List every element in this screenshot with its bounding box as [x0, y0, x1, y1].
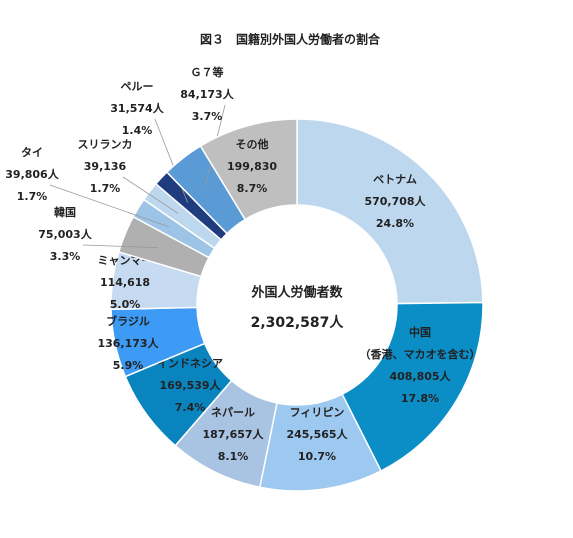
value-label: 75,003人 [38, 227, 92, 241]
share-label: 5.9% [113, 359, 144, 372]
value-label: 136,173人 [97, 336, 159, 350]
center-total: 2,302,587人 [251, 314, 345, 331]
slice [341, 301, 484, 472]
leader-line [122, 176, 179, 214]
label-line: 韓国 [54, 205, 76, 219]
share-label: 1.7% [17, 190, 48, 203]
value-label: 570,708人 [364, 194, 426, 208]
share-label: 24.8% [376, 217, 414, 230]
value-label: 187,657人 [202, 427, 264, 441]
value-label: 39,806人 [5, 167, 59, 181]
share-label: 7.4% [175, 401, 206, 414]
label-line: インドネシア [157, 357, 223, 370]
label-line: （香港、マカオを含む） [360, 347, 481, 361]
value-label: 199,830 [227, 160, 277, 173]
share-label: 1.4% [122, 124, 153, 137]
share-label: 17.8% [401, 392, 439, 405]
value-label: 39,136 [84, 160, 127, 173]
leader-line [82, 244, 159, 249]
category-label: ネパール [211, 406, 255, 419]
label-line: ブラジル [106, 314, 150, 328]
share-label: 3.3% [50, 250, 81, 263]
category-label: 韓国 [54, 205, 76, 219]
slice [199, 118, 298, 221]
category-label: フィリピン [290, 406, 345, 419]
share-label: 1.7% [90, 182, 121, 195]
value-label: 169,539人 [159, 378, 221, 392]
category-label: ブラジル [106, 314, 150, 328]
category-label: スリランカ [78, 138, 133, 151]
label-line: 中国 [409, 325, 431, 339]
slice [296, 118, 484, 305]
share-label: 10.7% [298, 450, 336, 463]
label-line: Ｇ７等 [191, 65, 224, 79]
category-label: その他 [236, 137, 269, 151]
center-title: 外国人労働者数 [250, 285, 343, 301]
value-label: 31,574人 [110, 101, 164, 115]
value-label: 245,565人 [286, 427, 348, 441]
category-label: Ｇ７等 [191, 65, 224, 79]
label-line: スリランカ [78, 138, 133, 151]
value-label: 84,173人 [180, 87, 234, 101]
category-label: 中国 （香港、マカオを含む） [360, 325, 481, 361]
value-label: 408,805人 [389, 369, 451, 383]
label-line: フィリピン [290, 406, 345, 419]
leader-line [49, 184, 170, 228]
label-line: ネパール [211, 406, 255, 419]
share-label: 5.0% [110, 298, 141, 311]
value-label: 114,618 [100, 276, 150, 289]
category-label: インドネシア [157, 357, 223, 370]
category-label: タイ [21, 146, 43, 159]
category-label: ペルー [121, 80, 154, 93]
category-label: ベトナム [373, 173, 417, 186]
label-line: ベトナム [373, 173, 417, 186]
label-line: その他 [236, 137, 269, 151]
share-label: 8.1% [218, 450, 249, 463]
label-line: タイ [21, 146, 43, 159]
label-line: ペルー [121, 80, 154, 93]
share-label: 8.7% [237, 182, 268, 195]
chart-title: 図３ 国籍別外国人労働者の割合 [200, 32, 381, 47]
share-label: 3.7% [192, 110, 223, 123]
